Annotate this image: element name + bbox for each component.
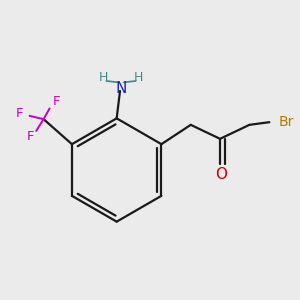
Text: H: H [134,71,143,84]
Text: N: N [115,81,127,96]
Text: F: F [26,130,34,143]
Text: F: F [16,107,23,120]
Text: Br: Br [279,115,294,129]
Text: O: O [215,167,227,182]
Text: H: H [99,71,108,84]
Text: F: F [52,95,60,108]
